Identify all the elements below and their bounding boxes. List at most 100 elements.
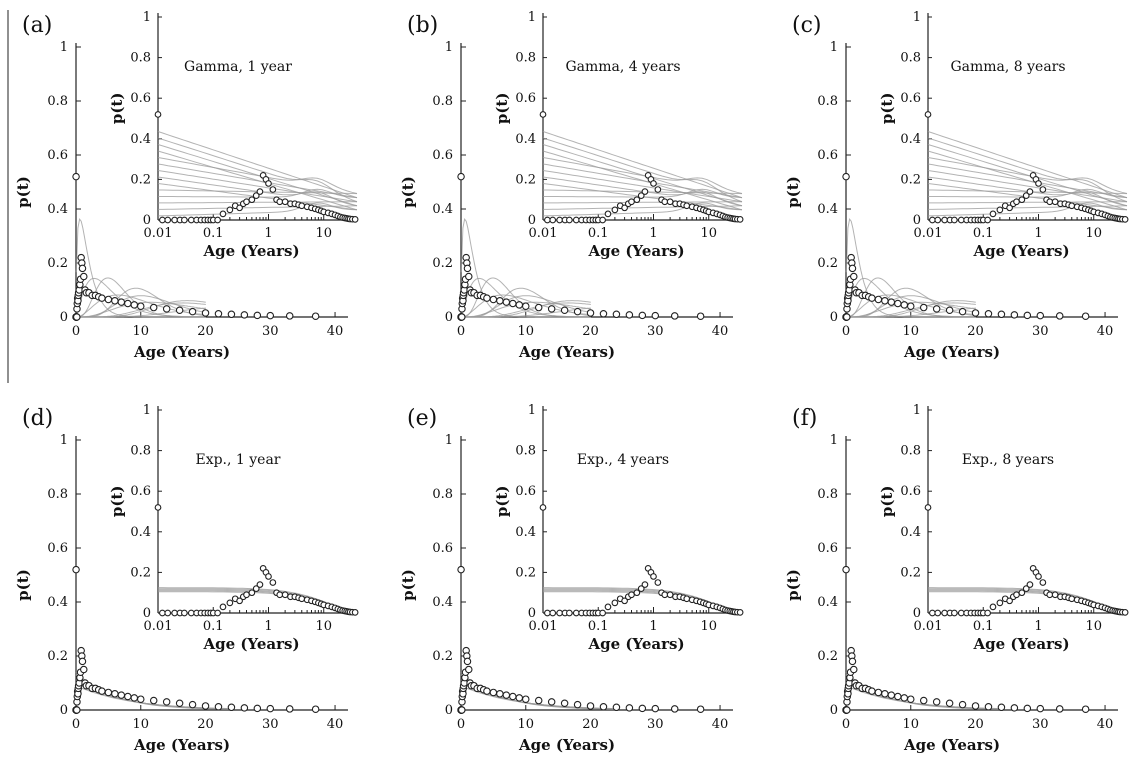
- fit-curve: [76, 300, 206, 318]
- inset-data-point: [566, 216, 573, 224]
- inset-data-point: [929, 609, 936, 617]
- main-y-tick-label: 0.4: [47, 202, 68, 217]
- inset-y-axis-title: p(t): [493, 486, 511, 518]
- main-x-tick-label: 0: [72, 717, 80, 732]
- data-point: [843, 313, 851, 321]
- main-y-tick-label: 0: [830, 310, 838, 325]
- inset-x-tick-label: 10: [1085, 226, 1102, 241]
- inset-data-point: [159, 609, 166, 617]
- data-point: [848, 264, 857, 273]
- inset-x-axis-title: Age (Years): [972, 242, 1069, 260]
- inset-data-point: [164, 609, 172, 617]
- main-y-tick-label: 0.8: [47, 94, 68, 109]
- inset-data-point: [951, 609, 958, 617]
- inset-y-tick-label: 0.6: [900, 91, 921, 106]
- inset-fit-curve: [543, 205, 743, 210]
- inset-data-point: [276, 591, 284, 599]
- inset-x-tick-label: 0.1: [203, 619, 224, 634]
- inset-x-tick-label: 0.01: [914, 226, 943, 241]
- inset-data-point: [611, 599, 619, 607]
- data-point: [175, 306, 184, 314]
- main-y-tick-label: 0: [830, 703, 838, 718]
- data-point: [586, 309, 595, 317]
- data-point: [907, 302, 915, 310]
- inset-data-point: [1013, 198, 1020, 206]
- data-point: [945, 306, 954, 314]
- data-point: [457, 172, 465, 181]
- data-point: [149, 696, 158, 705]
- data-point: [971, 702, 980, 710]
- inset-fit-curve: [543, 201, 743, 204]
- inset-y-tick-label: 0.2: [130, 172, 151, 187]
- inset-fit-curve: [157, 137, 358, 203]
- inset-data-point: [549, 609, 557, 617]
- data-point: [850, 272, 858, 281]
- data-point: [515, 301, 524, 309]
- inset-x-tick-label: 0.1: [588, 619, 609, 634]
- inset-x-axis-title: Age (Years): [587, 635, 684, 653]
- inset-data-point: [666, 591, 674, 599]
- data-point: [560, 699, 569, 707]
- main-y-axis-title: p(t): [784, 176, 802, 208]
- data-point: [868, 294, 876, 302]
- inset-y-tick-label: 0.8: [130, 51, 151, 66]
- main-x-tick-label: 30: [262, 717, 279, 732]
- data-point: [958, 307, 967, 316]
- data-point: [881, 297, 889, 305]
- inset-y-tick-label: 1: [143, 10, 151, 25]
- data-point: [843, 706, 851, 714]
- inset-data-point: [187, 216, 195, 224]
- data-point: [162, 305, 171, 313]
- inset-data-point: [276, 198, 284, 206]
- inset-data-point: [611, 206, 619, 214]
- panel-letter: (d): [22, 406, 53, 431]
- data-point: [73, 313, 81, 321]
- main-x-tick-label: 10: [902, 717, 919, 732]
- inset-y-tick-label: 0: [913, 606, 921, 621]
- data-point: [932, 698, 941, 706]
- inset-fit-curve: [157, 131, 358, 199]
- data-point: [625, 311, 634, 319]
- data-point: [489, 688, 498, 697]
- main-x-axis-title: Age (Years): [903, 343, 1000, 361]
- inset-data-point: [1046, 198, 1054, 206]
- main-y-tick-label: 0.8: [817, 487, 838, 502]
- main-y-tick-label: 0.6: [47, 541, 68, 556]
- data-point: [932, 305, 941, 313]
- data-point: [919, 696, 928, 705]
- main-x-tick-label: 40: [712, 717, 729, 732]
- main-x-tick-label: 10: [132, 717, 149, 732]
- main-x-tick-label: 40: [327, 717, 344, 732]
- fit-curve: [461, 295, 591, 318]
- data-point: [311, 705, 320, 713]
- data-point: [638, 311, 647, 320]
- inset-x-tick-label: 1: [649, 226, 657, 241]
- data-point: [458, 313, 466, 321]
- inset-data-point: [604, 603, 612, 611]
- inset-y-tick-label: 0.6: [130, 484, 151, 499]
- inset-data-point: [1068, 202, 1076, 210]
- inset-data-point: [996, 599, 1004, 607]
- inset-fit-curve: [157, 202, 358, 217]
- data-point: [696, 312, 705, 320]
- inset-y-tick-label: 0: [528, 606, 536, 621]
- inset-chart: 0 0.2 0.4 0.6 0.8 1 0.01 0.1 1 10 Age (Years) p(t) E…: [108, 403, 359, 653]
- data-point: [311, 312, 320, 320]
- main-y-tick-label: 0.6: [47, 148, 68, 163]
- inset-data-point: [181, 216, 188, 224]
- inset-y-axis-title: p(t): [493, 93, 511, 125]
- data-point: [599, 703, 608, 711]
- inset-data-point: [934, 609, 942, 617]
- inset-data-point: [1026, 188, 1034, 195]
- inset-data-point: [269, 186, 277, 193]
- inset-data-point: [243, 198, 250, 206]
- inset-data-point: [539, 504, 547, 511]
- main-y-tick-label: 1: [830, 433, 838, 448]
- inset-x-tick-label: 0.01: [529, 619, 558, 634]
- inset-y-axis-title: p(t): [108, 486, 126, 518]
- inset-data-point: [243, 591, 250, 599]
- data-point: [104, 295, 113, 304]
- inset-data-point: [1013, 591, 1020, 599]
